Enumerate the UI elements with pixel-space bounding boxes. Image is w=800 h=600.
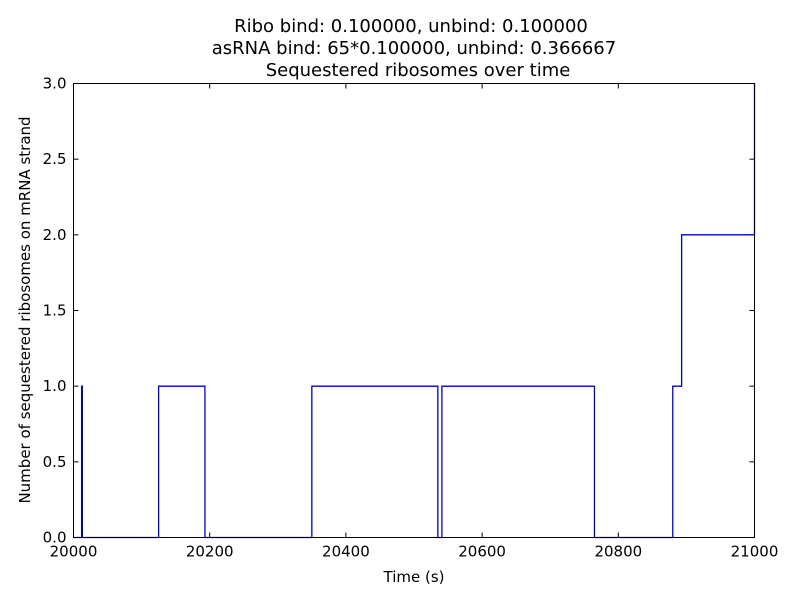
y-tick-label: 1.5 [43, 302, 67, 320]
tick-group: 20000 20200 20400 20600 20800 21000 0.0 0.5 1.0 1… [43, 75, 779, 561]
x-tick-label: 20800 [594, 543, 642, 561]
y-tick-label: 1.0 [43, 377, 67, 395]
y-tick-label: 3.0 [43, 75, 67, 93]
x-axis-label: Time (s) [383, 568, 445, 586]
x-tick-label: 21000 [731, 543, 779, 561]
y-tick-label: 2.5 [43, 150, 67, 168]
x-tick-label: 20000 [50, 543, 98, 561]
chart-title-line-2: asRNA bind: 65*0.100000, unbind: 0.36666… [212, 38, 616, 59]
y-axis-label: Number of sequestered ribosomes on mRNA … [16, 116, 34, 503]
x-tick-label: 20600 [458, 543, 506, 561]
y-tick-label: 0.0 [43, 529, 67, 547]
plot-frame [73, 83, 755, 538]
chart-title-line-1: Ribo bind: 0.100000, unbind: 0.100000 [234, 16, 588, 37]
x-tick-label: 20200 [186, 543, 234, 561]
y-tick-label: 2.0 [43, 226, 67, 244]
x-tick-label: 20400 [322, 543, 370, 561]
chart-title-line-3: Sequestered ribosomes over time [266, 60, 571, 81]
y-tick-label: 0.5 [43, 453, 67, 471]
series-line [73, 83, 756, 539]
